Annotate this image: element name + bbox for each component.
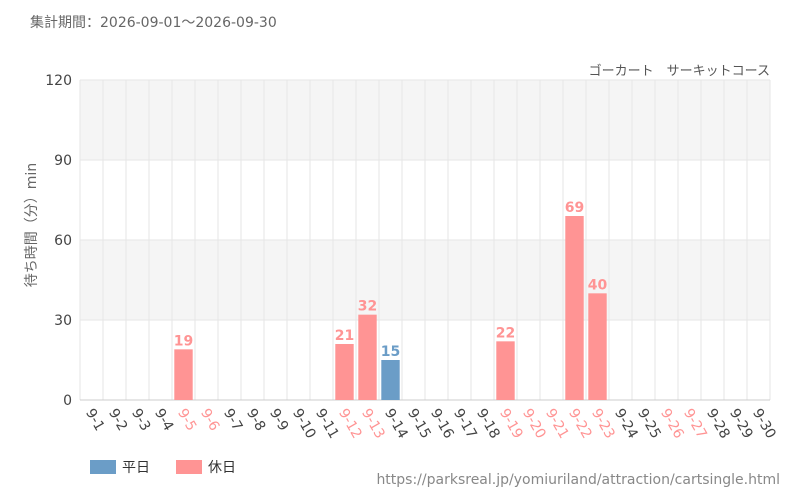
legend-holiday-label: 休日 [208,460,236,476]
x-tick-label: 9-4 [151,406,176,434]
x-tick-labels: 9-19-29-39-49-59-69-79-89-99-109-119-129… [82,406,779,442]
x-tick-label: 9-7 [220,406,245,434]
data-label: 69 [565,200,584,216]
data-label: 22 [496,325,515,341]
data-label: 19 [174,333,193,349]
x-tick-label: 9-3 [128,406,153,434]
horizontal-gridlines [80,79,770,401]
legend-holiday-swatch [176,460,202,474]
x-tick-label: 9-5 [174,406,199,434]
y-tick-label: 60 [54,233,72,249]
legend-weekday-label: 平日 [122,460,150,476]
bar [381,360,400,400]
bars [174,216,607,400]
x-tick-label: 9-19 [496,406,526,442]
data-label: 15 [381,344,400,360]
x-tick-label: 9-21 [542,406,572,442]
x-tick-label: 9-11 [312,406,342,442]
x-tick-label: 9-14 [381,406,411,442]
legend-holiday: 休日 [176,457,236,477]
bar [335,344,354,400]
x-tick-label: 9-22 [565,406,595,442]
bar [358,314,377,400]
x-tick-label: 9-17 [450,406,480,442]
chart-title: ゴーカート サーキットコース [589,63,770,79]
data-label: 40 [588,277,608,293]
x-tick-label: 9-23 [588,406,618,442]
y-tick-label: 30 [54,313,72,329]
y-tick-label: 90 [54,153,72,169]
legend-weekday: 平日 [90,457,150,477]
y-tick-label: 120 [45,73,72,89]
x-tick-label: 9-13 [358,406,388,442]
vertical-gridlines [79,80,771,400]
x-tick-label: 9-20 [519,406,549,442]
x-tick-label: 9-1 [82,406,107,434]
bar [174,349,193,400]
x-tick-label: 9-15 [404,406,434,442]
x-tick-label: 9-16 [427,406,457,442]
legend-weekday-swatch [90,460,116,474]
data-label: 21 [335,328,354,344]
x-tick-label: 9-12 [335,406,365,442]
source-url[interactable]: https://parksreal.jp/yomiuriland/attract… [376,472,780,488]
x-tick-label: 9-10 [289,406,319,442]
x-tick-label: 9-27 [680,406,710,442]
bar [565,216,584,400]
y-axis-label: 待ち時間（分）min [24,163,40,287]
bar [496,341,515,400]
x-tick-label: 9-6 [197,406,222,434]
y-tick-label: 0 [63,393,72,409]
x-tick-label: 9-26 [657,406,687,442]
x-tick-label: 9-18 [473,406,503,442]
x-tick-label: 9-8 [243,406,268,434]
bar [588,293,607,400]
period-label: 集計期間：2026-09-01～2026-09-30 [30,15,277,31]
y-tick-labels: 0 30 60 90 120 [45,73,72,409]
x-tick-label: 9-30 [749,406,779,442]
x-tick-label: 9-25 [634,406,664,442]
x-tick-label: 9-28 [703,406,733,442]
x-tick-label: 9-9 [266,406,291,434]
x-tick-label: 9-24 [611,406,641,442]
data-label: 32 [358,299,377,315]
x-tick-label: 9-2 [105,406,130,434]
x-tick-label: 9-29 [726,406,756,442]
